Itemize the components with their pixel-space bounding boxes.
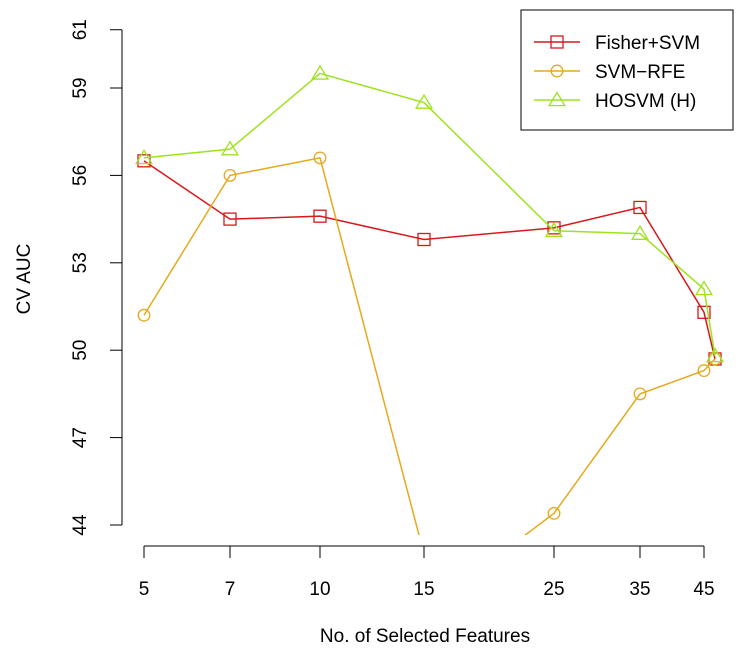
x-tick-label: 35 (629, 579, 650, 600)
legend-marker (550, 35, 564, 49)
x-tick-label: 7 (225, 579, 236, 600)
data-point (547, 221, 561, 235)
series-line (143, 157, 716, 535)
series-1 (137, 151, 722, 560)
data-point (633, 387, 647, 401)
x-tick-label: 5 (139, 579, 150, 600)
legend-box (520, 9, 734, 131)
x-tick-label: 10 (309, 579, 330, 600)
data-point (633, 200, 647, 215)
legend-item: SVM−RFE (534, 62, 685, 83)
legend-label: SVM−RFE (595, 62, 685, 83)
legend-label: HOSVM (H) (595, 91, 696, 112)
data-point (630, 224, 650, 240)
series-0 (137, 154, 722, 366)
x-tick-label: 15 (413, 579, 434, 600)
data-point (414, 93, 434, 109)
data-point (313, 151, 327, 165)
data-point (313, 209, 327, 223)
data-point (547, 506, 561, 520)
y-tick-label: 56 (70, 165, 91, 186)
y-tick-label: 61 (70, 19, 91, 40)
legend-marker (547, 91, 567, 107)
x-tick-label: 45 (693, 579, 714, 600)
x-tick-label: 25 (543, 579, 564, 600)
y-tick-label: 53 (70, 252, 91, 273)
data-point (223, 168, 237, 182)
data-point (697, 364, 711, 378)
data-point (134, 149, 154, 165)
x-axis-title: No. of Selected Features (320, 626, 530, 647)
legend-item: HOSVM (H) (534, 91, 696, 112)
legend-label: Fisher+SVM (595, 33, 700, 54)
y-tick-label: 59 (70, 77, 91, 98)
series-line (143, 160, 716, 360)
data-point (694, 280, 714, 296)
y-tick-label: 50 (70, 340, 91, 361)
legend-marker (550, 64, 564, 78)
data-point (417, 232, 431, 247)
data-point (223, 212, 237, 226)
series-2 (134, 64, 725, 363)
y-tick-label: 47 (70, 427, 91, 448)
data-point (310, 64, 330, 80)
data-point (220, 140, 240, 156)
data-point (705, 347, 725, 363)
legend-item: Fisher+SVM (534, 33, 700, 54)
data-point (544, 221, 564, 238)
series-line (143, 72, 716, 357)
y-tick-label: 44 (70, 514, 91, 536)
y-axis-title: CV AUC (14, 244, 35, 315)
data-point (697, 305, 711, 319)
data-point (494, 548, 506, 560)
data-point (137, 308, 151, 322)
